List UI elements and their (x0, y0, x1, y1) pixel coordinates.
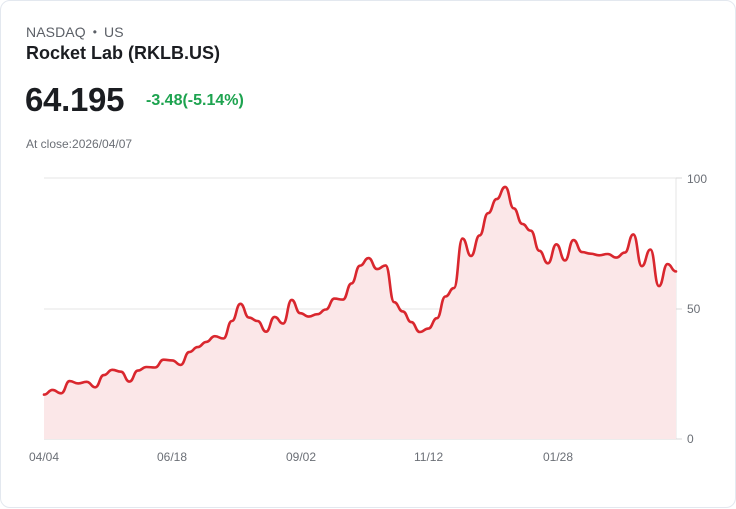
x-tick-label: 06/18 (157, 450, 187, 464)
x-tick-label: 11/12 (414, 450, 443, 464)
current-price: 64.195 (25, 81, 125, 118)
region: US (104, 24, 124, 40)
x-tick-label: 01/28 (543, 450, 573, 464)
price-area (44, 186, 676, 439)
close-date: At close:2026/04/07 (26, 137, 133, 151)
exchange-name: NASDAQ (26, 24, 86, 40)
x-tick-label: 04/04 (29, 450, 59, 464)
stock-title: Rocket Lab (RKLB.US) (26, 43, 221, 63)
x-tick-label: 09/02 (286, 450, 316, 464)
y-tick-label: 0 (687, 432, 694, 446)
exchange-info: NASDAQ • US (26, 24, 124, 40)
y-tick-label: 100 (687, 172, 707, 186)
price-change: -3.48(-5.14%) (146, 92, 244, 109)
separator-dot: • (92, 25, 98, 39)
y-tick-label: 50 (687, 302, 701, 316)
price-line (42, 185, 678, 396)
